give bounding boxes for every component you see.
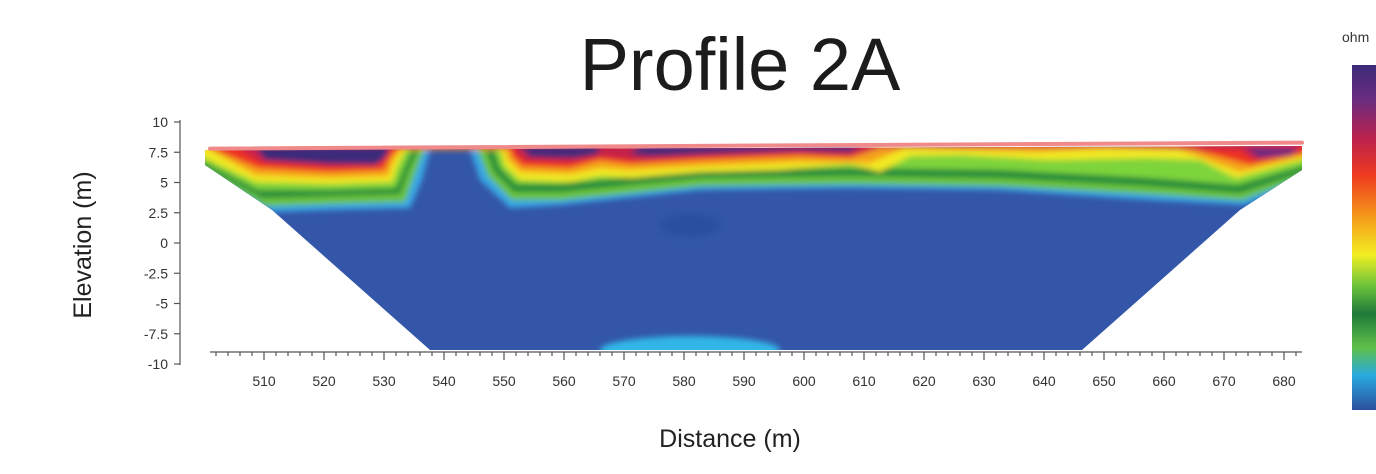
colorbar-unit-label: ohm [1342, 29, 1369, 45]
colorbar-scale [1352, 65, 1376, 410]
y-tick-label: -7.5 [144, 326, 168, 342]
x-tick-label: 620 [912, 373, 936, 389]
y-tick-label: -5 [156, 296, 169, 312]
x-tick-label: 580 [672, 373, 696, 389]
x-tick-label: 610 [852, 373, 876, 389]
x-tick-label: 510 [252, 373, 276, 389]
y-tick-label: 2.5 [149, 205, 169, 221]
resistivity-section [200, 140, 1310, 364]
x-tick-label: 540 [432, 373, 456, 389]
x-tick-label: 660 [1152, 373, 1176, 389]
y-tick-label: 5 [160, 175, 168, 191]
x-axis: 510 520 530 540 550 560 570 580 590 600 610 620 630 6… [210, 352, 1302, 389]
x-tick-label: 530 [372, 373, 396, 389]
y-tick-label: -2.5 [144, 265, 168, 281]
x-axis-label: Distance (m) [659, 425, 801, 453]
colorbar: ohm [1342, 29, 1376, 410]
x-tick-label: 680 [1272, 373, 1296, 389]
x-tick-label: 570 [612, 373, 636, 389]
chart-title: Profile 2A [580, 23, 901, 106]
y-tick-label: 0 [160, 235, 168, 251]
y-tick-label: 7.5 [149, 144, 169, 160]
x-tick-label: 670 [1212, 373, 1236, 389]
x-tick-label: 550 [492, 373, 516, 389]
x-tick-label: 520 [312, 373, 336, 389]
y-axis: 10 7.5 5 2.5 0 -2.5 -5 -7.5 -10 [144, 114, 180, 372]
x-tick-label: 630 [972, 373, 996, 389]
x-tick-label: 640 [1032, 373, 1056, 389]
y-tick-label: 10 [152, 114, 168, 130]
x-tick-label: 600 [792, 373, 816, 389]
y-tick-label: -10 [148, 356, 168, 372]
y-axis-label: Elevation (m) [69, 171, 97, 318]
x-tick-label: 650 [1092, 373, 1116, 389]
x-tick-label: 590 [732, 373, 756, 389]
x-tick-label: 560 [552, 373, 576, 389]
